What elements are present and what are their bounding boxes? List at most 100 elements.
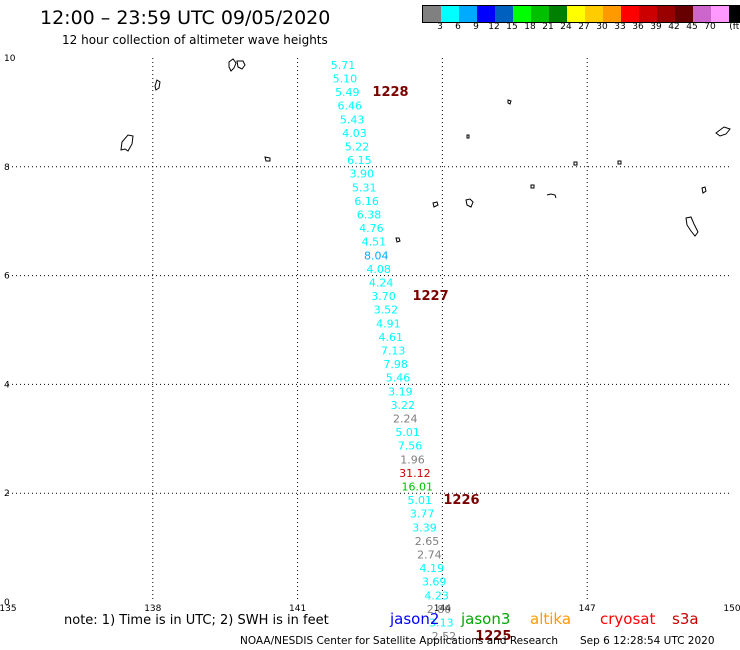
legend-label: 33 bbox=[614, 22, 626, 32]
wave-height-value: 5.10 bbox=[333, 72, 358, 85]
wave-height-value: 4.23 bbox=[424, 589, 449, 602]
credit-text: NOAA/NESDIS Center for Satellite Applica… bbox=[240, 635, 558, 647]
legend-label: 3 bbox=[437, 22, 443, 32]
island-outline bbox=[715, 126, 731, 137]
latitude-tick-label: 10 bbox=[4, 54, 16, 64]
island-outline bbox=[228, 58, 246, 72]
wave-height-value: 6.16 bbox=[354, 195, 379, 208]
pass-time-label: 1228 bbox=[372, 85, 408, 100]
legend-swatch bbox=[621, 6, 639, 22]
wave-height-value: 5.71 bbox=[331, 59, 356, 72]
legend-label: 9 bbox=[473, 22, 479, 32]
wave-height-value: 31.12 bbox=[399, 467, 431, 480]
chart-title: 12:00 – 23:59 UTC 09/05/2020 bbox=[40, 7, 331, 29]
wave-height-value: 3.13 bbox=[429, 616, 454, 629]
wave-height-value: 4.08 bbox=[366, 263, 391, 276]
latitude-tick-label: 8 bbox=[4, 163, 10, 173]
legend-label: 45 bbox=[686, 22, 698, 32]
generation-timestamp: Sep 6 12:28:54 UTC 2020 bbox=[580, 635, 715, 647]
wave-height-value: 2.74 bbox=[417, 548, 442, 561]
island-outline bbox=[465, 198, 474, 208]
legend-label: 27 bbox=[578, 22, 590, 32]
legend-label: 15 bbox=[506, 22, 518, 32]
legend-swatch bbox=[675, 6, 693, 22]
lat-lon-gridlines bbox=[8, 58, 732, 602]
wave-height-value: 6.46 bbox=[337, 100, 362, 113]
legend-swatch bbox=[549, 6, 567, 22]
legend-swatch bbox=[459, 6, 477, 22]
wave-height-value: 6.38 bbox=[357, 208, 382, 221]
satellite-label-cryosat: cryosat bbox=[600, 610, 656, 628]
legend-label: 18 bbox=[524, 22, 536, 32]
wave-height-value: 4.19 bbox=[420, 562, 445, 575]
wave-height-value: 5.01 bbox=[395, 426, 420, 439]
satellite-label-jason3: jason3 bbox=[461, 610, 511, 628]
wave-height-value: 3.22 bbox=[391, 399, 416, 412]
wave-height-track: 5.715.105.496.465.434.035.226.153.905.31… bbox=[331, 59, 456, 643]
longitude-tick-label: 150 bbox=[723, 604, 740, 614]
wave-height-value: 2.52 bbox=[432, 630, 457, 643]
wave-height-value: 6.15 bbox=[347, 154, 372, 167]
legend-label: 6 bbox=[455, 22, 461, 32]
legend-swatch bbox=[477, 6, 495, 22]
legend-unit: (ft) bbox=[729, 22, 740, 32]
longitude-tick-label: 138 bbox=[144, 604, 161, 614]
satellite-label-jason2: jason2 bbox=[390, 610, 440, 628]
pass-time-labels: 1228 1227 1226 1225 bbox=[372, 85, 511, 644]
legend-label: 36 bbox=[632, 22, 644, 32]
wave-height-value: 3.77 bbox=[410, 508, 435, 521]
legend-label: 12 bbox=[488, 22, 500, 32]
legend-swatch bbox=[423, 6, 441, 22]
wave-height-value: 5.43 bbox=[340, 113, 365, 126]
footer-note: note: 1) Time is in UTC; 2) SWH is in fe… bbox=[64, 613, 329, 628]
legend-label: 70 bbox=[704, 22, 716, 32]
wave-height-value: 7.13 bbox=[381, 344, 406, 357]
legend-swatch bbox=[513, 6, 531, 22]
island-outline bbox=[120, 134, 134, 152]
wave-height-value: 5.49 bbox=[335, 86, 360, 99]
latitude-tick-label: 6 bbox=[4, 272, 10, 282]
island-outline bbox=[701, 186, 707, 194]
island-outline bbox=[685, 216, 699, 237]
wave-height-value: 5.22 bbox=[345, 140, 370, 153]
island-outline bbox=[466, 134, 470, 139]
wave-height-value: 4.76 bbox=[359, 222, 384, 235]
legend-swatch bbox=[603, 6, 621, 22]
wave-height-value: 3.39 bbox=[412, 521, 437, 534]
legend-swatch bbox=[585, 6, 603, 22]
pass-time-label: 1226 bbox=[443, 493, 479, 508]
wave-height-value: 4.03 bbox=[342, 127, 367, 140]
latitude-tick-label: 0 bbox=[4, 598, 10, 608]
island-outline bbox=[264, 156, 271, 162]
coastlines bbox=[120, 58, 731, 243]
wave-height-value: 5.46 bbox=[386, 372, 411, 385]
wave-height-value: 2.24 bbox=[393, 412, 418, 425]
legend-swatch bbox=[711, 6, 729, 22]
latitude-tick-label: 4 bbox=[4, 380, 10, 390]
wave-height-value: 3.69 bbox=[422, 576, 447, 589]
legend-label: 21 bbox=[542, 22, 554, 32]
longitude-tick-label: 135 bbox=[0, 604, 17, 614]
color-scale-legend bbox=[422, 5, 740, 23]
wave-height-value: 5.01 bbox=[407, 494, 432, 507]
longitude-tick-label: 141 bbox=[289, 604, 306, 614]
legend-swatch bbox=[441, 6, 459, 22]
chart-subtitle: 12 hour collection of altimeter wave hei… bbox=[62, 33, 328, 47]
island-outline bbox=[530, 184, 557, 199]
wave-height-value: 4.91 bbox=[376, 317, 401, 330]
legend-swatch bbox=[531, 6, 549, 22]
island-outline bbox=[573, 160, 622, 166]
satellite-label-altika: altika bbox=[530, 610, 572, 628]
wave-height-value: 16.01 bbox=[402, 480, 434, 493]
wave-height-value: 4.61 bbox=[379, 331, 404, 344]
legend-label: 39 bbox=[650, 22, 662, 32]
legend-label: 30 bbox=[596, 22, 608, 32]
satellite-label-s3a: s3a bbox=[672, 610, 699, 628]
legend-label: 42 bbox=[668, 22, 680, 32]
longitude-tick-label: 147 bbox=[579, 604, 596, 614]
wave-height-value: 3.19 bbox=[388, 385, 413, 398]
pass-time-label: 1225 bbox=[475, 629, 511, 644]
latitude-tick-label: 2 bbox=[4, 489, 10, 499]
